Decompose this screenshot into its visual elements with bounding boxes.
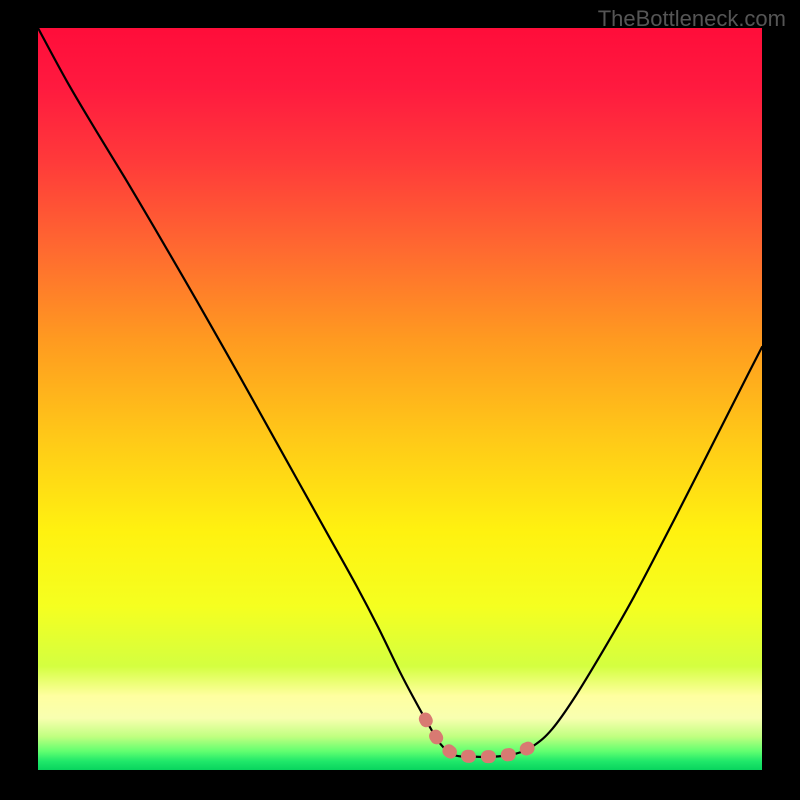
chart-svg (0, 0, 800, 800)
plot-background-gradient (38, 28, 762, 770)
chart-root: TheBottleneck.com (0, 0, 800, 800)
attribution-link[interactable]: TheBottleneck.com (598, 6, 786, 32)
